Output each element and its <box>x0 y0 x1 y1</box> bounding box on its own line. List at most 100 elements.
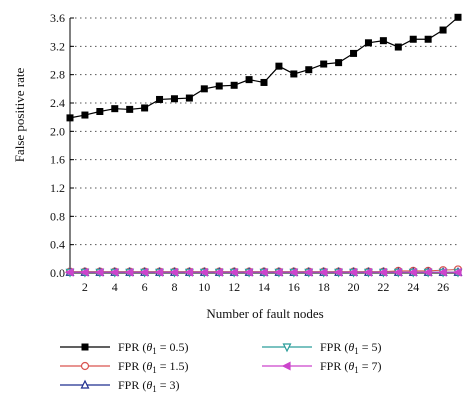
axes <box>69 17 459 274</box>
legend-label: FPR (θ1 = 5) <box>320 340 382 356</box>
legend-item-1: FPR (θ1 = 1.5) <box>60 359 189 375</box>
legend-marker <box>80 379 90 389</box>
x-tick-label: 20 <box>348 280 360 294</box>
data-point <box>452 267 462 277</box>
y-tick-label: 0.0 <box>50 266 65 280</box>
data-point <box>379 37 387 45</box>
x-tick-label: 2 <box>82 280 88 294</box>
data-point <box>320 60 328 68</box>
data-point <box>273 267 283 277</box>
data-point <box>437 267 447 277</box>
data-point <box>184 267 193 277</box>
data-point <box>422 267 432 277</box>
x-tick-label: 12 <box>228 280 240 294</box>
x-tick-label: 24 <box>407 280 419 294</box>
y-tick-label: 3.2 <box>50 39 65 53</box>
y-tick-label: 0.8 <box>50 209 65 223</box>
data-point <box>243 267 253 277</box>
data-point <box>66 114 74 122</box>
data-point <box>394 43 402 51</box>
data-point <box>335 59 343 67</box>
legend-item-4: FPR (θ1 = 7) <box>262 359 382 375</box>
x-tick-label: 18 <box>318 280 330 294</box>
data-point <box>392 267 402 277</box>
data-point <box>79 267 89 277</box>
series-layer <box>64 13 463 278</box>
legend-marker <box>282 343 292 353</box>
y-tick-label: 2.0 <box>50 124 65 138</box>
series-0 <box>66 13 462 122</box>
data-point <box>111 105 119 113</box>
data-point <box>454 13 462 21</box>
data-point <box>303 267 313 277</box>
data-point <box>200 85 208 93</box>
data-point <box>424 35 432 43</box>
data-point <box>363 267 373 277</box>
legend-item-0: FPR (θ1 = 0.5) <box>60 340 189 356</box>
grid <box>70 17 458 246</box>
data-point <box>215 82 223 90</box>
data-point <box>305 66 313 74</box>
data-point <box>350 49 358 57</box>
legend-marker <box>81 343 89 351</box>
data-point <box>228 267 238 277</box>
data-point <box>364 39 372 47</box>
legend-label: FPR (θ1 = 3) <box>118 378 180 394</box>
legend-label: FPR (θ1 = 1.5) <box>118 359 189 375</box>
y-tick-label: 2.4 <box>50 96 65 110</box>
data-point <box>318 267 328 277</box>
y-tick-label: 0.4 <box>50 238 65 252</box>
data-point <box>378 267 387 277</box>
legend-item-2: FPR (θ1 = 3) <box>60 378 180 394</box>
legend-marker <box>281 361 291 371</box>
y-tick-label: 1.2 <box>50 181 65 195</box>
data-point <box>170 95 178 103</box>
x-tick-label: 22 <box>377 280 389 294</box>
data-point <box>409 35 417 43</box>
data-point <box>96 108 104 115</box>
x-axis-label: Number of fault nodes <box>206 306 323 321</box>
data-point <box>213 267 223 277</box>
data-point <box>230 81 238 89</box>
data-point <box>94 267 104 277</box>
x-tick-label: 10 <box>198 280 210 294</box>
y-tick-label: 3.6 <box>50 11 65 25</box>
data-point <box>141 104 149 112</box>
y-axis-label: False positive rate <box>12 67 27 162</box>
data-point <box>64 267 74 277</box>
legend-label: FPR (θ1 = 7) <box>320 359 382 375</box>
data-point <box>124 267 134 277</box>
data-point <box>198 267 208 277</box>
legend: FPR (θ1 = 0.5) FPR (θ1 = 1.5) FPR (θ1 = 3)… <box>60 340 382 394</box>
data-point <box>275 62 283 70</box>
x-tick-label: 14 <box>258 280 270 294</box>
data-point <box>258 267 268 277</box>
data-point <box>245 76 253 84</box>
y-tick-label: 1.6 <box>50 153 65 167</box>
x-tick-label: 6 <box>142 280 148 294</box>
tick-labels: 0.0 0.4 0.8 1.2 1.6 2.0 2.4 2.8 3.2 3.6 2 4 6 8 10 12 14… <box>50 11 449 294</box>
x-tick-label: 26 <box>437 280 449 294</box>
series-line-0 <box>69 16 459 119</box>
data-point <box>439 26 447 34</box>
data-point <box>333 267 343 277</box>
legend-label: FPR (θ1 = 0.5) <box>118 340 189 356</box>
data-point <box>290 70 298 78</box>
data-point <box>169 267 179 277</box>
x-tick-label: 16 <box>288 280 300 294</box>
data-point <box>156 95 164 103</box>
series-4 <box>64 267 462 277</box>
x-tick-label: 8 <box>171 280 177 294</box>
data-point <box>154 267 164 277</box>
data-point <box>185 94 193 102</box>
legend-marker <box>80 361 90 371</box>
data-point <box>126 105 134 113</box>
data-point <box>260 78 268 86</box>
data-point <box>139 267 149 277</box>
data-point <box>81 111 89 119</box>
legend-item-3: FPR (θ1 = 5) <box>262 340 382 356</box>
data-point <box>407 267 417 277</box>
data-point <box>109 267 119 277</box>
y-tick-label: 2.8 <box>50 68 65 82</box>
